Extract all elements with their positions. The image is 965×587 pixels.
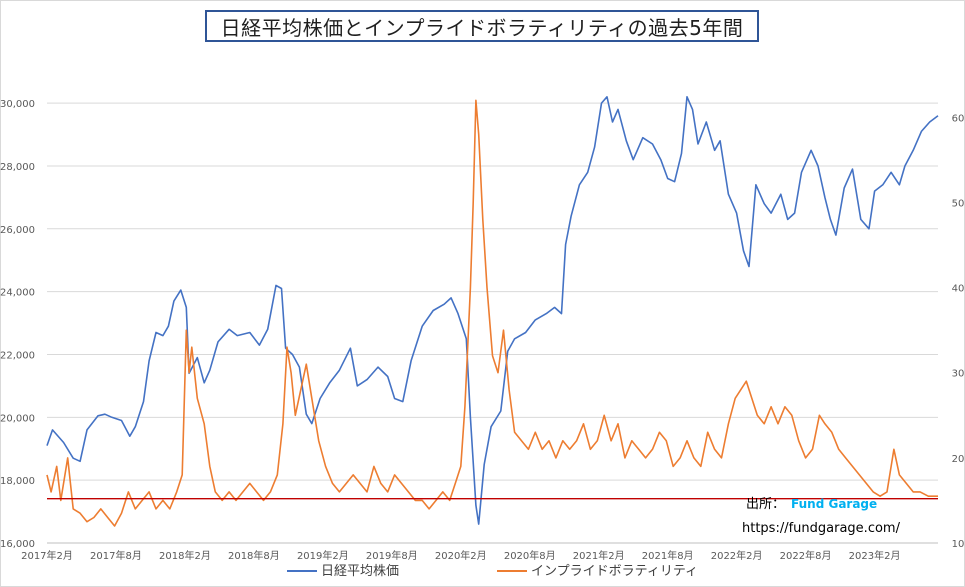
x-tick-label: 2021年8月: [642, 549, 694, 562]
legend-label: 日経平均株価: [321, 564, 399, 579]
y-axis-left-labels: 16,000 18,000 20,000 22,000 24,000 26,000 28,0…: [0, 99, 35, 550]
series-layer: [46, 96, 939, 527]
x-tick-label: 2020年8月: [504, 549, 556, 562]
y-right-tick-label: 40: [952, 284, 965, 295]
x-tick-label: 2018年2月: [159, 549, 211, 562]
y-right-tick-label: 30: [952, 369, 965, 380]
x-tick-label: 2019年2月: [297, 549, 349, 562]
x-tick-label: 2021年2月: [573, 549, 625, 562]
series-line-nikkei: [46, 96, 939, 525]
y-right-tick-label: 10: [952, 539, 965, 550]
x-tick-label: 2022年8月: [780, 549, 832, 562]
y-left-tick-label: 28,000: [0, 162, 35, 173]
y-right-tick-label: 50: [952, 198, 965, 209]
x-tick-label: 2020年2月: [435, 549, 487, 562]
x-tick-label: 2017年2月: [21, 549, 73, 562]
x-tick-label: 2023年2月: [849, 549, 901, 562]
y-left-tick-label: 26,000: [0, 225, 35, 236]
y-left-tick-label: 16,000: [0, 539, 35, 550]
source-line: 出所： Fund Garage: [746, 497, 877, 512]
chart-title: 日経平均株価とインプライドボラティリティの過去5年間: [220, 15, 744, 40]
source-annotation: 出所： Fund Garage https://fundgarage.com/: [742, 497, 901, 536]
x-axis-labels: 2017年2月 2017年8月 2018年2月 2018年8月 2019年2月 2019年…: [21, 549, 900, 562]
source-url[interactable]: https://fundgarage.com/: [742, 521, 901, 536]
x-tick-label: 2019年8月: [366, 549, 418, 562]
y-left-tick-label: 22,000: [0, 350, 35, 361]
x-tick-label: 2017年8月: [90, 549, 142, 562]
y-right-tick-label: 60: [952, 113, 965, 124]
y-left-tick-label: 20,000: [0, 413, 35, 424]
chart-title-box: 日経平均株価とインプライドボラティリティの過去5年間: [205, 10, 759, 42]
y-axis-right-labels: 10 20 30 40 50 60: [952, 113, 965, 550]
y-left-tick-label: 24,000: [0, 288, 35, 299]
y-left-tick-label: 18,000: [0, 476, 35, 487]
y-right-tick-label: 20: [952, 454, 965, 465]
source-label: 出所：: [746, 497, 785, 512]
gridlines: [47, 102, 938, 544]
y-left-tick-label: 30,000: [0, 99, 35, 110]
source-name: Fund Garage: [791, 497, 877, 511]
x-tick-label: 2022年2月: [711, 549, 763, 562]
series-line-volatility: [46, 99, 938, 527]
legend: 日経平均株価 インプライドボラティリティ: [287, 564, 698, 579]
legend-label: インプライドボラティリティ: [531, 564, 698, 579]
x-tick-label: 2018年8月: [228, 549, 280, 562]
